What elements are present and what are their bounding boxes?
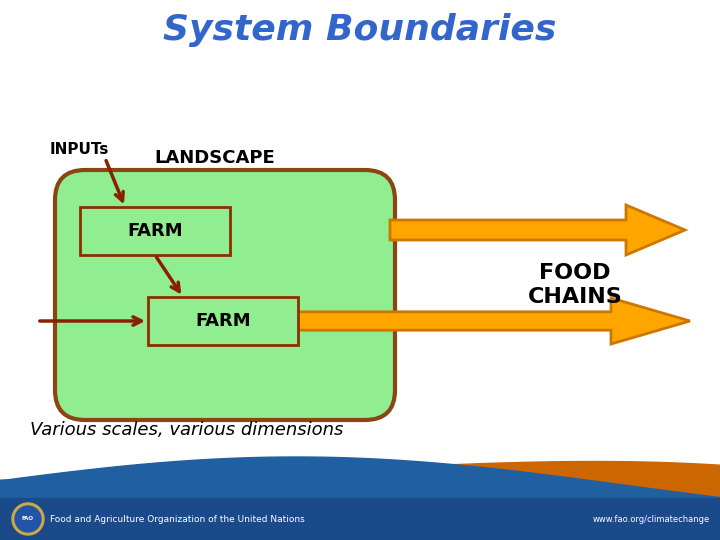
FancyBboxPatch shape: [55, 170, 395, 420]
Text: FAO: FAO: [22, 516, 34, 522]
Text: www.fao.org/climatechange: www.fao.org/climatechange: [593, 515, 710, 523]
Circle shape: [12, 503, 44, 535]
Text: FARM: FARM: [127, 222, 183, 240]
FancyBboxPatch shape: [148, 297, 298, 345]
Text: Various scales, various dimensions: Various scales, various dimensions: [30, 421, 343, 439]
FancyBboxPatch shape: [80, 207, 230, 255]
Text: Food and Agriculture Organization of the United Nations: Food and Agriculture Organization of the…: [50, 515, 305, 523]
Polygon shape: [295, 298, 690, 344]
Circle shape: [15, 506, 41, 532]
Bar: [0, 498, 720, 540]
Text: System Boundaries: System Boundaries: [163, 13, 557, 47]
Polygon shape: [390, 205, 685, 255]
Text: FARM: FARM: [195, 312, 251, 330]
Text: LANDSCAPE: LANDSCAPE: [155, 149, 275, 167]
Text: INPUTs: INPUTs: [50, 143, 109, 158]
Text: FOOD
CHAINS: FOOD CHAINS: [528, 264, 622, 307]
